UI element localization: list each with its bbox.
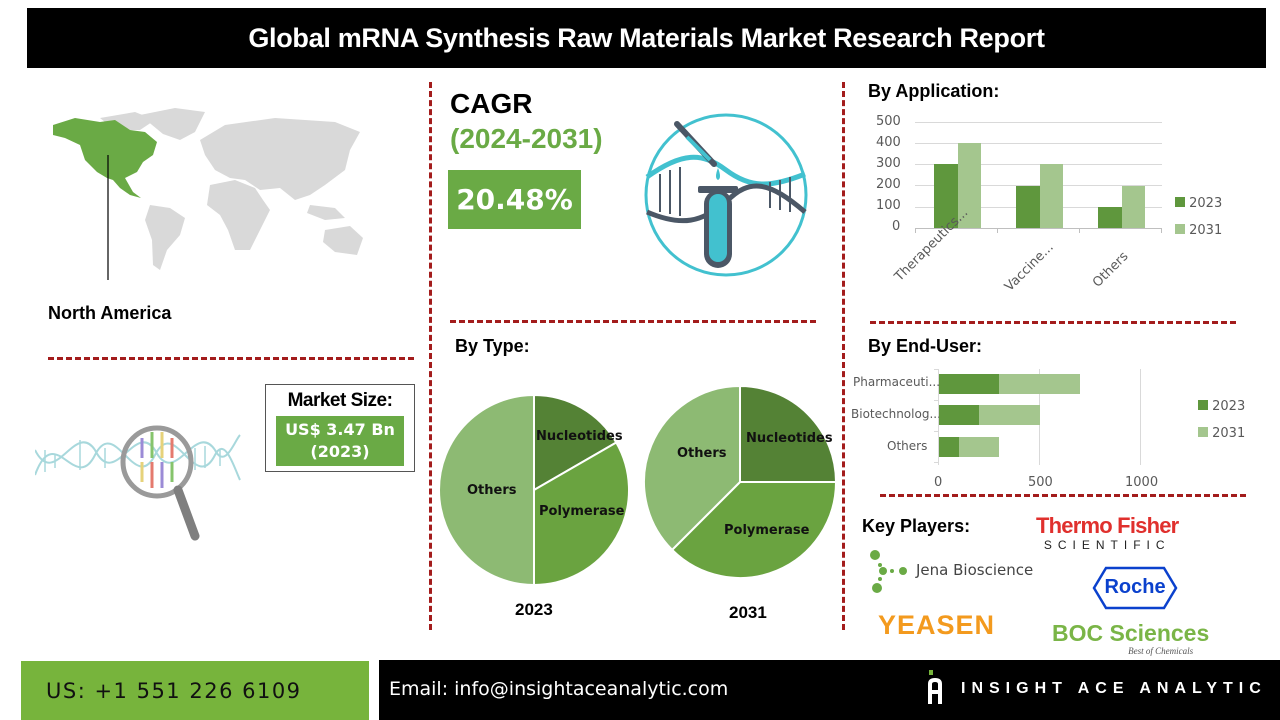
region-label: North America: [48, 303, 172, 323]
roche-hexagon-icon: [1092, 566, 1178, 610]
x-tick: 500: [1028, 475, 1053, 490]
divider-vertical-left: [429, 82, 432, 630]
divider-region: [48, 357, 414, 360]
market-size-year: (2023): [310, 442, 370, 461]
bar-therapeutics-2023: [934, 164, 958, 228]
pie-chart-2023: [438, 394, 630, 586]
x-tick: 1000: [1125, 475, 1159, 490]
pie-chart-2031: [643, 385, 837, 579]
bar-biotech-2023: [939, 405, 979, 425]
x-label-therapeutics: Therapeutics...: [892, 205, 972, 285]
legend-2031: 2031: [1198, 426, 1245, 441]
bar-therapeutics-2031: [958, 143, 981, 228]
key-players-heading: Key Players:: [862, 516, 971, 536]
bar-vaccine-2031: [1040, 164, 1063, 228]
pie-2031-label-polymerase: Polymerase: [724, 523, 810, 538]
y-label-biotechnology: Biotechnolog...: [851, 407, 941, 421]
y-tick: 300: [876, 156, 901, 171]
by-type-heading: By Type:: [455, 336, 530, 356]
footer-phone[interactable]: US: +1 551 226 6109: [21, 661, 369, 720]
divider-vertical-right: [842, 82, 845, 630]
market-size-card: Market Size: US$ 3.47 Bn (2023): [265, 384, 415, 472]
end-user-bar-chart: Pharmaceuti... Biotechnolog... Others 0 …: [840, 365, 1260, 495]
cagr-title: CAGR: [450, 88, 533, 119]
logo-boc-sciences: BOC Sciences Best of Chemicals: [1052, 620, 1210, 656]
footer-email[interactable]: Email: info@insightaceanalytic.com: [389, 678, 729, 700]
footer-brand: INSIGHT ACE ANALYTIC: [961, 680, 1267, 697]
jena-dots-icon: [870, 550, 907, 593]
world-map: [53, 108, 363, 280]
legend-2023: 2023: [1175, 196, 1222, 211]
footer-bar: Email: info@insightaceanalytic.com INSIG…: [379, 660, 1280, 720]
divider-cagr: [450, 320, 816, 323]
insight-ace-logo-icon: [928, 670, 942, 704]
bar-vaccine-2023: [1016, 186, 1040, 228]
pie-2023-label-polymerase: Polymerase: [539, 504, 625, 519]
divider-end-user: [880, 494, 1246, 497]
logo-jena-bioscience: Jena Bioscience: [868, 548, 1038, 598]
divider-application: [870, 321, 1236, 324]
pie-2031-label-nucleotides: Nucleotides: [746, 431, 833, 446]
pie-2023-label-nucleotides: Nucleotides: [536, 429, 623, 444]
y-tick: 0: [892, 219, 901, 234]
pie-2031-label-others: Others: [677, 446, 727, 461]
y-label-others: Others: [887, 439, 928, 453]
x-label-others: Others: [1090, 249, 1132, 291]
by-application-heading: By Application:: [868, 81, 1000, 101]
dna-magnifier-icon: [35, 425, 241, 541]
x-tick: 0: [934, 475, 943, 490]
logo-yeasen: YEASEN: [878, 610, 996, 640]
page-title: Global mRNA Synthesis Raw Materials Mark…: [27, 8, 1266, 68]
cagr-period: (2024-2031): [450, 123, 603, 154]
pie-2023-year: 2023: [515, 600, 553, 619]
x-label-vaccine: Vaccine...: [1002, 239, 1057, 295]
y-tick: 100: [876, 198, 901, 213]
bar-others-2023: [1098, 207, 1122, 228]
y-tick: 400: [876, 135, 901, 150]
logo-roche: Roche: [1092, 566, 1178, 610]
bar-pharma-2031: [999, 374, 1080, 394]
bar-others-2023: [939, 437, 959, 457]
market-size-amount: US$ 3.47 Bn: [285, 420, 395, 439]
market-size-value: US$ 3.47 Bn (2023): [276, 416, 404, 466]
market-size-label: Market Size:: [287, 390, 393, 411]
application-bar-chart: 500 400 300 200 100 0 Therapeutics... Va…: [870, 112, 1260, 322]
bar-pharma-2023: [939, 374, 999, 394]
bar-others-2031: [959, 437, 999, 457]
y-tick: 500: [876, 114, 901, 129]
legend-2031: 2031: [1175, 223, 1222, 238]
bar-others-2031: [1122, 186, 1145, 228]
y-tick: 200: [876, 177, 901, 192]
bar-biotech-2031: [979, 405, 1040, 425]
legend-2023: 2023: [1198, 399, 1245, 414]
logo-thermo-fisher: Thermo Fisher SCIENTIFIC: [1036, 513, 1179, 553]
cagr-value: 20.48%: [448, 170, 581, 229]
pie-2031-year: 2031: [729, 603, 767, 622]
dna-test-tube-icon: [644, 113, 808, 277]
y-label-pharmaceutical: Pharmaceuti...: [853, 375, 941, 389]
pie-2023-label-others: Others: [467, 483, 517, 498]
by-end-user-heading: By End-User:: [868, 336, 983, 356]
